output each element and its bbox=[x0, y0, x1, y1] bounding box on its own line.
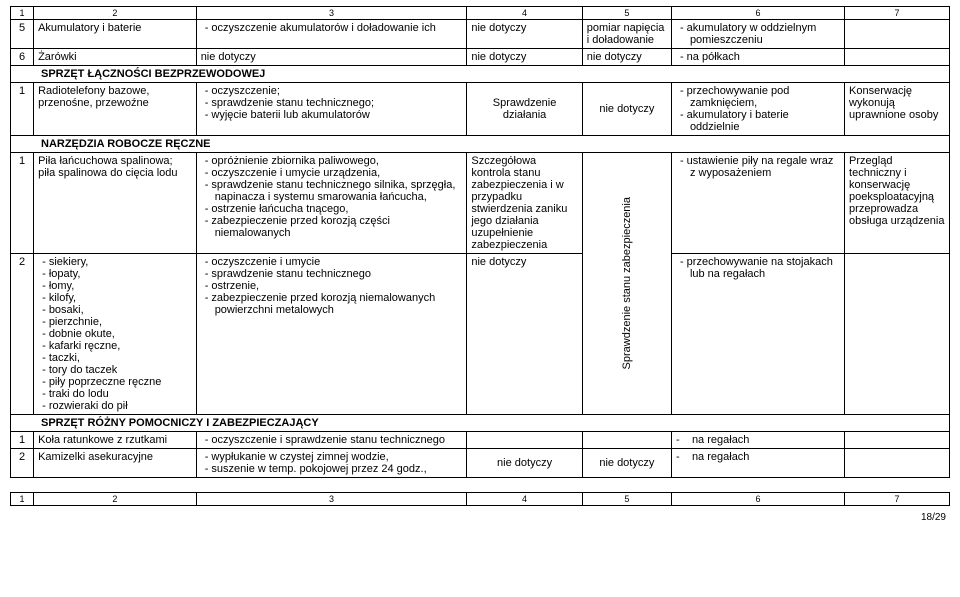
storage: na półkach bbox=[671, 49, 844, 66]
col5-vertical-text: Sprawdzenie stanu zabezpieczenia bbox=[582, 153, 671, 415]
activities: oczyszczenie; sprawdzenie stanu technicz… bbox=[196, 83, 467, 136]
col4-text bbox=[467, 432, 582, 449]
page-number: 18/29 bbox=[10, 506, 950, 523]
col-3: 3 bbox=[196, 7, 467, 20]
item-name: Kamizelki asekuracyjne bbox=[34, 449, 197, 478]
col5-text: pomiar napięcia i doładowanie bbox=[582, 20, 671, 49]
item-name: Piła łańcuchowa spalinowa; piła spalinow… bbox=[34, 153, 197, 254]
storage: - na regałach bbox=[671, 432, 844, 449]
row-number: 1 bbox=[11, 153, 34, 254]
footer-column-row: 1 2 3 4 5 6 7 bbox=[11, 493, 950, 506]
row-number: 2 bbox=[11, 254, 34, 415]
item-name: Żarówki bbox=[34, 49, 197, 66]
table-row: 5 Akumulatory i baterie oczyszczenie aku… bbox=[11, 20, 950, 49]
item-name: Koła ratunkowe z rzutkami bbox=[34, 432, 197, 449]
table-row: 2 Kamizelki asekuracyjne wypłukanie w cz… bbox=[11, 449, 950, 478]
fcol-5: 5 bbox=[582, 493, 671, 506]
column-header-row: 1 2 3 4 5 6 7 bbox=[11, 7, 950, 20]
col-6: 6 bbox=[671, 7, 844, 20]
section-header: SPRZĘT ŁĄCZNOŚCI BEZPRZEWODOWEJ bbox=[11, 66, 950, 83]
activities: oczyszczenie i sprawdzenie stanu technic… bbox=[196, 432, 467, 449]
notes bbox=[845, 254, 950, 415]
col4-text: Szczegółowa kontrola stanu zabezpieczeni… bbox=[467, 153, 582, 254]
col-2: 2 bbox=[34, 7, 197, 20]
col5-text: nie dotyczy bbox=[582, 449, 671, 478]
row-number: 5 bbox=[11, 20, 34, 49]
activities: oczyszczenie akumulatorów i doładowanie … bbox=[196, 20, 467, 49]
item-name: siekiery, łopaty, łomy, kilofy, bosaki, … bbox=[34, 254, 197, 415]
activities: nie dotyczy bbox=[196, 49, 467, 66]
storage: przechowywanie na stojakach lub na regał… bbox=[671, 254, 844, 415]
section-header: NARZĘDZIA ROBOCZE RĘCZNE bbox=[11, 136, 950, 153]
table-row: 6 Żarówki nie dotyczy nie dotyczy nie do… bbox=[11, 49, 950, 66]
storage: - na regałach bbox=[671, 449, 844, 478]
fcol-4: 4 bbox=[467, 493, 582, 506]
notes bbox=[845, 20, 950, 49]
activities: oczyszczenie i umycie sprawdzenie stanu … bbox=[196, 254, 467, 415]
fcol-2: 2 bbox=[34, 493, 197, 506]
section-title: NARZĘDZIA ROBOCZE RĘCZNE bbox=[11, 136, 950, 153]
notes: Konserwację wykonują uprawnione osoby bbox=[845, 83, 950, 136]
main-table: 1 2 3 4 5 6 7 5 Akumulatory i baterie oc… bbox=[10, 6, 950, 478]
page: 1 2 3 4 5 6 7 5 Akumulatory i baterie oc… bbox=[0, 0, 960, 527]
row-number: 1 bbox=[11, 83, 34, 136]
col5-text bbox=[582, 432, 671, 449]
storage: przechowywanie pod zamknięciem, akumulat… bbox=[671, 83, 844, 136]
item-name: Akumulatory i baterie bbox=[34, 20, 197, 49]
col4-text: nie dotyczy bbox=[467, 20, 582, 49]
row-number: 2 bbox=[11, 449, 34, 478]
section-header: SPRZĘT RÓŻNY POMOCNICZY I ZABEZPIECZAJĄC… bbox=[11, 415, 950, 432]
storage: akumulatory w oddzielnym pomieszczeniu bbox=[671, 20, 844, 49]
col4-text: Sprawdzenie działania bbox=[467, 83, 582, 136]
section-title: SPRZĘT RÓŻNY POMOCNICZY I ZABEZPIECZAJĄC… bbox=[11, 415, 950, 432]
fcol-6: 6 bbox=[671, 493, 844, 506]
col5-text: nie dotyczy bbox=[582, 83, 671, 136]
col4-text: nie dotyczy bbox=[467, 449, 582, 478]
item-name: Radiotelefony bazowe, przenośne, przewoź… bbox=[34, 83, 197, 136]
notes bbox=[845, 432, 950, 449]
col-7: 7 bbox=[845, 7, 950, 20]
col4-text: nie dotyczy bbox=[467, 49, 582, 66]
storage: ustawienie piły na regale wraz z wyposaż… bbox=[671, 153, 844, 254]
col5-text: nie dotyczy bbox=[582, 49, 671, 66]
row-number: 1 bbox=[11, 432, 34, 449]
notes: Przegląd techniczny i konserwację poeksp… bbox=[845, 153, 950, 254]
activities: wypłukanie w czystej zimnej wodzie, susz… bbox=[196, 449, 467, 478]
footer-table: 1 2 3 4 5 6 7 bbox=[10, 492, 950, 506]
fcol-1: 1 bbox=[11, 493, 34, 506]
notes bbox=[845, 449, 950, 478]
table-row: 1 Piła łańcuchowa spalinowa; piła spalin… bbox=[11, 153, 950, 254]
col4-text: nie dotyczy bbox=[467, 254, 582, 415]
col-5: 5 bbox=[582, 7, 671, 20]
table-row: 1 Radiotelefony bazowe, przenośne, przew… bbox=[11, 83, 950, 136]
table-row: 2 siekiery, łopaty, łomy, kilofy, bosaki… bbox=[11, 254, 950, 415]
activities: opróżnienie zbiornika paliwowego, oczysz… bbox=[196, 153, 467, 254]
col-4: 4 bbox=[467, 7, 582, 20]
section-title: SPRZĘT ŁĄCZNOŚCI BEZPRZEWODOWEJ bbox=[11, 66, 950, 83]
fcol-3: 3 bbox=[196, 493, 467, 506]
fcol-7: 7 bbox=[845, 493, 950, 506]
table-row: 1 Koła ratunkowe z rzutkami oczyszczenie… bbox=[11, 432, 950, 449]
notes bbox=[845, 49, 950, 66]
row-number: 6 bbox=[11, 49, 34, 66]
col-1: 1 bbox=[11, 7, 34, 20]
